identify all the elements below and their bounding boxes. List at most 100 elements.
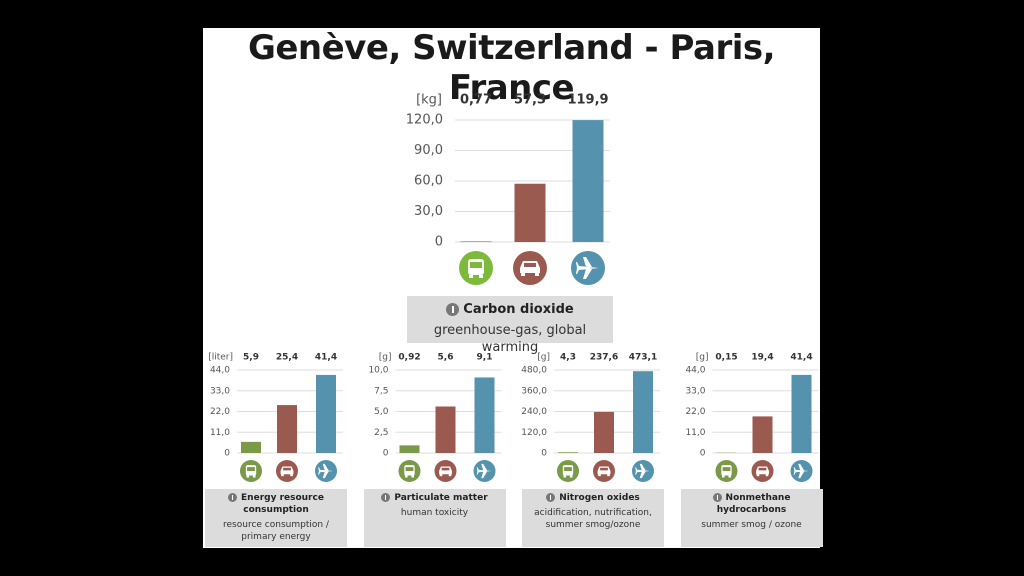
bar xyxy=(316,374,336,453)
bar xyxy=(791,374,812,453)
icon-glyph xyxy=(448,473,452,477)
info-title-row: Nitrogen oxides xyxy=(524,492,662,504)
info-title: Nonmethane hydrocarbons xyxy=(716,493,791,516)
bar xyxy=(558,452,578,453)
y-tick-label: 2,5 xyxy=(374,428,388,438)
icon-glyph xyxy=(722,467,731,471)
bar xyxy=(399,445,420,453)
y-axis-unit: [g] xyxy=(696,353,709,363)
value-label: 19,4 xyxy=(751,353,773,363)
icon-glyph xyxy=(405,467,414,471)
y-axis-unit: [g] xyxy=(379,353,392,363)
icon-glyph xyxy=(246,475,250,478)
icon-glyph xyxy=(247,467,255,471)
value-label: 5,9 xyxy=(243,353,259,363)
icon-glyph xyxy=(635,463,651,479)
icon-glyph xyxy=(252,475,256,478)
value-label: 4,3 xyxy=(560,353,576,363)
info-title: Particulate matter xyxy=(394,493,488,503)
y-tick-label: 33,0 xyxy=(685,386,705,396)
icon-glyph xyxy=(524,263,536,267)
icon-glyph xyxy=(569,475,573,478)
icon-glyph xyxy=(411,475,415,478)
bar xyxy=(474,377,495,453)
bar xyxy=(277,405,297,453)
bar xyxy=(752,416,773,453)
value-label: 0,77 xyxy=(460,93,492,108)
icon-glyph xyxy=(404,475,408,478)
y-tick-label: 22,0 xyxy=(685,407,705,417)
info-box: Nitrogen oxides acidification, nutrificat… xyxy=(522,489,664,547)
y-tick-label: 60,0 xyxy=(414,174,443,189)
icon-glyph xyxy=(441,467,450,471)
info-box: Particulate matter human toxicity xyxy=(363,489,506,547)
info-icon xyxy=(228,493,238,502)
value-label: 5,6 xyxy=(438,353,454,363)
bar xyxy=(594,411,614,453)
icon-glyph xyxy=(479,275,483,278)
y-axis-unit: [liter] xyxy=(208,353,233,363)
value-label: 57,3 xyxy=(514,93,546,108)
y-tick-label: 0 xyxy=(700,449,706,459)
info-subtitle: resource consumption / primary energy xyxy=(223,520,329,543)
info-subtitle: summer smog / ozone xyxy=(701,520,802,531)
y-tick-label: 5,0 xyxy=(374,407,389,417)
info-icon xyxy=(712,493,722,502)
icon-glyph xyxy=(564,467,572,471)
bar xyxy=(514,183,546,242)
page-title: Genève, Switzerland - Paris, France xyxy=(247,28,776,108)
y-tick-label: 0 xyxy=(435,235,443,250)
bar xyxy=(460,241,492,242)
y-tick-label: 7,5 xyxy=(374,386,388,396)
icon-glyph xyxy=(563,475,567,478)
icon-glyph xyxy=(607,473,610,477)
info-subtitle: acidification, nutrification, summer smo… xyxy=(534,508,652,531)
info-box: Nonmethane hydrocarbons summer smog / ozo… xyxy=(680,489,823,547)
value-label: 41,4 xyxy=(790,353,812,363)
y-tick-label: 120,0 xyxy=(406,113,443,128)
icon-glyph xyxy=(721,475,725,478)
y-tick-label: 0 xyxy=(383,449,389,459)
icon-glyph xyxy=(521,272,525,276)
info-icon xyxy=(546,493,556,502)
info-title: Carbon dioxide xyxy=(463,302,574,317)
icon-glyph xyxy=(598,473,601,477)
bar xyxy=(435,406,456,453)
icon-glyph xyxy=(600,467,608,471)
y-tick-label: 480,0 xyxy=(521,366,547,376)
value-label: 473,1 xyxy=(629,353,657,363)
icon-glyph xyxy=(793,463,809,479)
y-tick-label: 0 xyxy=(224,449,230,459)
info-subtitle: human toxicity xyxy=(400,508,469,519)
info-icon xyxy=(446,303,460,316)
value-label: 0,92 xyxy=(398,353,420,363)
info-subtitle: greenhouse-gas, global warming xyxy=(433,322,587,356)
value-label: 237,6 xyxy=(590,353,618,363)
icon-glyph xyxy=(439,473,443,477)
info-box: Carbon dioxide greenhouse-gas, global war… xyxy=(407,296,613,355)
y-tick-label: 240,0 xyxy=(521,407,547,417)
info-title-row: Energy resource consumption xyxy=(207,492,345,516)
info-title-row: Particulate matter xyxy=(366,492,504,504)
info-title-row: Nonmethane hydrocarbons xyxy=(683,492,821,516)
icon-glyph xyxy=(470,262,482,268)
icon-glyph xyxy=(290,473,293,477)
value-label: 41,4 xyxy=(315,353,337,363)
y-tick-label: 44,0 xyxy=(210,366,230,376)
bar xyxy=(633,371,653,453)
info-icon xyxy=(381,493,391,502)
value-label: 25,4 xyxy=(276,353,298,363)
icon-glyph xyxy=(728,475,732,478)
y-tick-label: 360,0 xyxy=(521,386,547,396)
bar xyxy=(241,441,261,453)
info-title: Energy resource consumption xyxy=(241,493,324,516)
panel xyxy=(203,28,820,548)
y-tick-label: 30,0 xyxy=(414,204,443,219)
icon-glyph xyxy=(469,275,473,278)
bar xyxy=(572,120,604,242)
icon-glyph xyxy=(765,473,769,477)
y-tick-label: 10,0 xyxy=(368,366,388,376)
icon-glyph xyxy=(318,463,334,479)
info-box: Energy resource consumption resource cons… xyxy=(205,489,347,547)
